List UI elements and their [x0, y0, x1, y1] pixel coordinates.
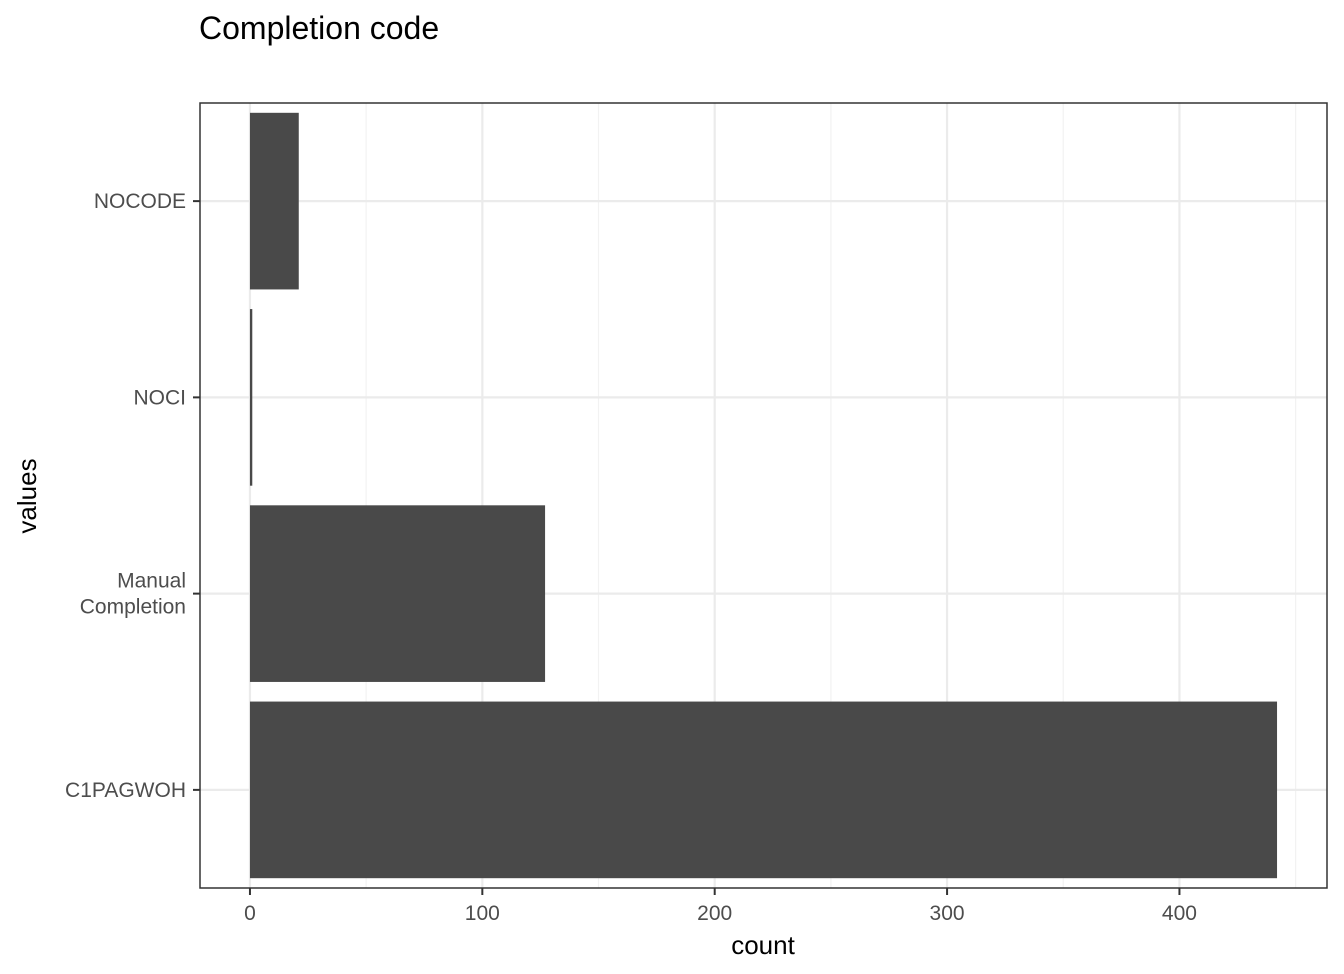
plot-panel — [199, 102, 1328, 889]
x-tick-label: 200 — [697, 902, 732, 925]
chart-title: Completion code — [199, 10, 439, 46]
y-tick-label: NOCI — [134, 386, 187, 409]
y-tick-label: C1PAGWOH — [65, 779, 186, 802]
bar — [249, 505, 546, 682]
bar — [249, 309, 253, 486]
panel-border — [199, 102, 1328, 889]
bar — [249, 112, 299, 290]
x-tick-label: 300 — [930, 902, 965, 925]
x-tick-label: 0 — [244, 902, 256, 925]
x-tick-label: 400 — [1162, 902, 1197, 925]
y-tick-label: Manual Completion — [80, 570, 186, 619]
bar — [249, 701, 1278, 879]
y-tick-label: NOCODE — [94, 190, 186, 213]
y-axis-title: values — [12, 458, 42, 533]
x-tick-label: 100 — [465, 902, 500, 925]
x-axis-title: count — [731, 930, 795, 960]
